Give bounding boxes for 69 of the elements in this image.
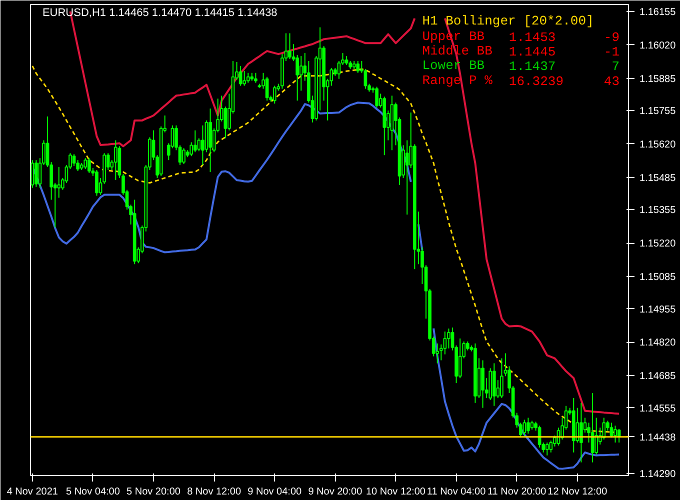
candlestick bbox=[114, 140, 118, 180]
y-tick-label: 1.15485 bbox=[640, 172, 676, 184]
x-tick-label: 12 Nov 12:00 bbox=[548, 486, 608, 498]
x-tick-label: 5 Nov 20:00 bbox=[126, 486, 181, 498]
candlestick bbox=[238, 65, 242, 86]
candlestick bbox=[526, 417, 530, 434]
y-tick-label: 1.16155 bbox=[640, 6, 676, 18]
y-tick-label: 1.16020 bbox=[640, 40, 676, 52]
candlestick bbox=[614, 425, 617, 444]
annotation: H1 Bollinger [20*2.00] bbox=[422, 13, 594, 28]
x-tick-label: 8 Nov 12:00 bbox=[187, 486, 242, 498]
annotation: -9 bbox=[604, 30, 620, 46]
x-tick-label: 11 Nov 20:00 bbox=[487, 486, 547, 498]
candlestick bbox=[356, 60, 360, 74]
x-tick-label: 5 Nov 04:00 bbox=[66, 486, 120, 498]
candlestick bbox=[57, 166, 61, 198]
y-tick-label: 1.15885 bbox=[640, 74, 676, 85]
y-tick-label: 1.14685 bbox=[640, 371, 676, 382]
candlestick bbox=[201, 124, 204, 166]
candlestick bbox=[242, 70, 246, 86]
y-tick-label: 1.14820 bbox=[640, 338, 676, 349]
y-tick-label: 1.14955 bbox=[640, 304, 676, 316]
candlestick bbox=[481, 360, 484, 408]
x-tick-label: 10 Nov 12:00 bbox=[366, 486, 426, 498]
candlestick bbox=[299, 56, 303, 92]
y-tick-label: 1.15085 bbox=[640, 272, 676, 284]
candlestick bbox=[405, 140, 409, 216]
x-tick-label: 9 Nov 04:00 bbox=[248, 486, 302, 498]
annotation: 16.3239 bbox=[508, 74, 564, 89]
candlestick bbox=[522, 419, 526, 436]
candlestick bbox=[272, 85, 276, 104]
y-tick-label: 1.15355 bbox=[640, 205, 676, 216]
candlestick bbox=[72, 154, 76, 167]
candlestick bbox=[246, 72, 250, 84]
candlestick bbox=[288, 32, 292, 60]
candlestick bbox=[87, 158, 91, 174]
candlestick bbox=[182, 148, 186, 165]
candlestick bbox=[193, 130, 197, 153]
y-tick-label: 1.15755 bbox=[640, 106, 676, 118]
candlestick bbox=[443, 331, 447, 355]
candlestick bbox=[576, 407, 580, 444]
y-tick-label: 1.15220 bbox=[640, 238, 676, 250]
candlestick bbox=[500, 358, 504, 398]
candlestick bbox=[364, 68, 368, 90]
y-tick-label: 1.15620 bbox=[640, 139, 676, 150]
candlestick bbox=[265, 76, 269, 102]
x-tick-label: 11 Nov 04:00 bbox=[426, 486, 486, 498]
annotation: 43 bbox=[604, 74, 620, 89]
candlestick bbox=[580, 402, 583, 463]
x-tick-label: 4 Nov 2021 bbox=[6, 486, 58, 498]
annotation: 1.1437 bbox=[508, 59, 556, 74]
candlestick bbox=[34, 160, 38, 188]
x-tick-label: 9 Nov 20:00 bbox=[308, 486, 363, 498]
candlestick bbox=[375, 86, 378, 108]
chart-title: EURUSD,H1 1.14465 1.14470 1.14415 1.14438 bbox=[42, 6, 278, 19]
annotation: 7 bbox=[612, 59, 620, 74]
y-tick-label: 1.14290 bbox=[640, 469, 676, 480]
candlestick bbox=[602, 417, 606, 440]
candlestick bbox=[84, 158, 88, 170]
annotation: Range P % bbox=[422, 72, 493, 88]
annotation: 1.1445 bbox=[508, 44, 556, 60]
candlestick bbox=[545, 442, 549, 456]
annotation: 1.1453 bbox=[508, 30, 556, 46]
annotation: -1 bbox=[604, 44, 620, 60]
candlestick bbox=[594, 417, 598, 455]
ref-line-label: 1.14438 bbox=[640, 432, 676, 444]
candlestick bbox=[254, 72, 258, 84]
y-tick-label: 1.14555 bbox=[640, 403, 676, 414]
candlestick bbox=[95, 170, 98, 196]
